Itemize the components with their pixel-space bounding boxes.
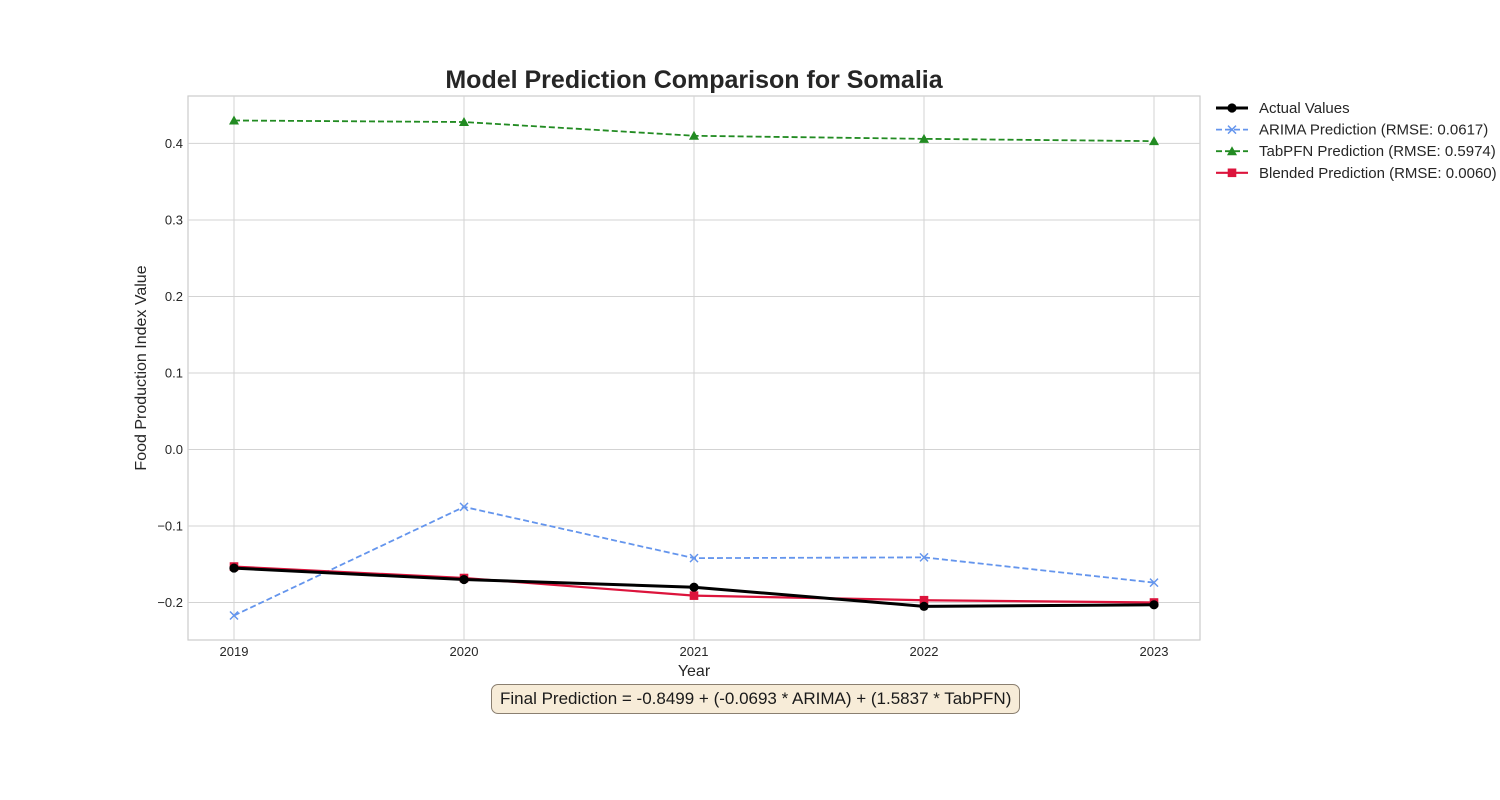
data-point [459, 117, 469, 127]
data-point [919, 601, 929, 611]
y-tick-label: −0.1 [157, 518, 183, 533]
legend: Actual Values ARIMA Prediction (RMSE: 0.0… [1216, 100, 1497, 182]
legend-entry: TabPFN Prediction (RMSE: 0.5974) [1216, 143, 1496, 160]
data-point [459, 502, 469, 512]
data-point [689, 553, 699, 563]
series-0 [229, 563, 1159, 611]
y-tick-label: −0.2 [157, 595, 183, 610]
y-tick-label: 0.3 [165, 212, 183, 227]
legend-entry: Blended Prediction (RMSE: 0.0060) [1216, 165, 1497, 182]
data-point [919, 595, 929, 605]
y-tick-label: 0.2 [165, 289, 183, 304]
legend-marker [1227, 146, 1237, 156]
x-tick-label: 2019 [220, 644, 249, 659]
data-point [689, 591, 699, 600]
tick-labels: 2019 2020 2021 2022 2023 0.4 0.3 0.2 0.1 0.0 −0.1 −… [157, 136, 1168, 659]
series-1 [229, 502, 1159, 621]
legend-marker [1227, 103, 1237, 113]
series-layer [229, 115, 1159, 621]
data-point [459, 574, 469, 585]
data-point [229, 610, 239, 621]
x-axis-label: Year [678, 663, 711, 680]
y-tick-label: 0.4 [165, 136, 183, 151]
data-point [1149, 578, 1159, 588]
legend-marker [1227, 168, 1237, 178]
formula-annotation: Final Prediction = -0.8499 + (-0.0693 * … [491, 684, 1021, 714]
y-tick-label: 0.1 [165, 365, 183, 380]
y-tick-label: 0.0 [165, 442, 183, 457]
data-point [919, 552, 929, 562]
data-point [1149, 600, 1159, 610]
data-point [229, 115, 239, 125]
x-tick-label: 2021 [680, 644, 709, 659]
x-tick-label: 2022 [910, 644, 939, 659]
data-point [1149, 136, 1159, 146]
legend-marker [1227, 125, 1237, 135]
legend-label: Actual Values [1259, 100, 1350, 117]
data-point [689, 582, 699, 592]
x-tick-label: 2020 [450, 644, 479, 659]
grid [188, 96, 1200, 640]
data-point [919, 133, 929, 143]
x-tick-label: 2023 [1140, 644, 1169, 659]
legend-label: ARIMA Prediction (RMSE: 0.0617) [1259, 122, 1488, 139]
y-axis-label: Food Production Index Value [133, 265, 150, 470]
legend-entry: ARIMA Prediction (RMSE: 0.0617) [1216, 122, 1488, 139]
legend-label: TabPFN Prediction (RMSE: 0.5974) [1259, 143, 1496, 160]
data-point [229, 563, 239, 573]
legend-entry: Actual Values [1216, 100, 1350, 117]
data-point [689, 130, 699, 140]
legend-label: Blended Prediction (RMSE: 0.0060) [1259, 165, 1497, 182]
series-2 [229, 115, 1159, 146]
chart-title: Model Prediction Comparison for Somalia [445, 66, 943, 94]
